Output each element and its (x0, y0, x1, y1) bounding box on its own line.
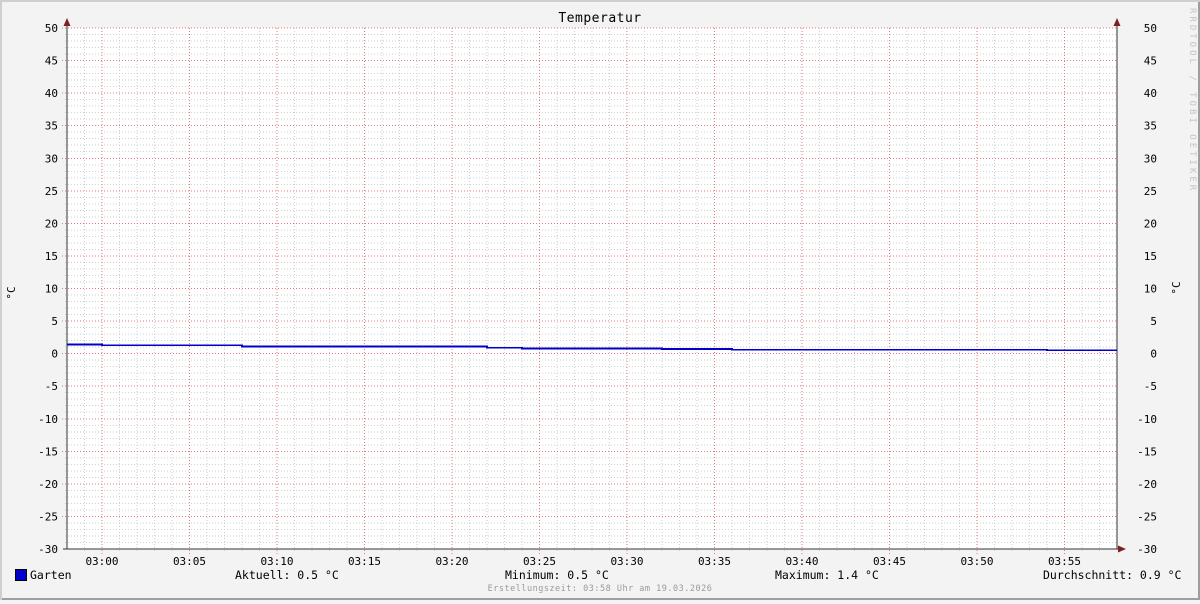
y-tick-label-left: 5 (51, 315, 58, 328)
x-tick-label: 03:15 (348, 555, 381, 568)
x-tick-label: 03:00 (85, 555, 118, 568)
x-tick-label: 03:20 (435, 555, 468, 568)
x-tick-label: 03:45 (873, 555, 906, 568)
y-axis-arrow-right (1113, 18, 1121, 26)
stat-maximum: Maximum: 1.4 °C (775, 568, 879, 582)
chart-title: Temperatur (558, 11, 642, 26)
y-tick-label-left: 25 (45, 185, 58, 198)
y-tick-label-left: 0 (51, 348, 58, 361)
y-tick-label-right: 15 (1144, 250, 1157, 263)
y-tick-label-right: -10 (1137, 413, 1157, 426)
y-tick-label-left: 20 (45, 217, 58, 230)
y-tick-label-left: 15 (45, 250, 58, 263)
stat-durchschnitt: Durchschnitt: 0.9 °C (1043, 568, 1182, 582)
x-axis-arrow (1118, 545, 1126, 553)
y-tick-label-right: -30 (1137, 543, 1157, 556)
stat-aktuell: Aktuell: 0.5 °C (235, 568, 339, 582)
y-tick-label-right: -25 (1137, 510, 1157, 523)
y-tick-label-right: 0 (1150, 348, 1157, 361)
y-tick-label-left: -10 (38, 413, 58, 426)
y-tick-label-right: 35 (1144, 120, 1157, 133)
x-tick-label: 03:25 (523, 555, 556, 568)
y-tick-label-right: 25 (1144, 185, 1157, 198)
stat-minimum: Minimum: 0.5 °C (505, 568, 609, 582)
y-tick-label-left: 35 (45, 120, 58, 133)
y-tick-label-right: 30 (1144, 152, 1157, 165)
x-tick-label: 03:55 (1048, 555, 1081, 568)
footer-creation-time: Erstellungszeit: 03:58 Uhr am 19.03.2026 (487, 584, 713, 594)
legend-swatch-garten (15, 569, 27, 581)
x-tick-label: 03:30 (610, 555, 643, 568)
y-axis-arrow-left (63, 18, 71, 26)
y-tick-label-right: 45 (1144, 55, 1157, 68)
y-tick-label-left: 50 (45, 22, 58, 35)
x-tick-label: 03:10 (260, 555, 293, 568)
x-tick-label: 03:40 (785, 555, 818, 568)
y-tick-label-left: -30 (38, 543, 58, 556)
legend-label-garten: Garten (30, 568, 72, 582)
x-tick-label: 03:35 (698, 555, 731, 568)
y-tick-label-left: 40 (45, 87, 58, 100)
axes (63, 22, 1119, 550)
rrdtool-watermark: RRDTOOL / TOBI OETIKER (1187, 8, 1197, 194)
y-tick-label-left: 10 (45, 283, 58, 296)
y-tick-label-left: -20 (38, 478, 58, 491)
y-tick-label-left: 45 (45, 55, 58, 68)
x-tick-label: 03:50 (960, 555, 993, 568)
y-tick-label-right: 5 (1150, 315, 1157, 328)
y-tick-label-right: 50 (1144, 22, 1157, 35)
y-tick-label-right: -20 (1137, 478, 1157, 491)
y-tick-label-right: 10 (1144, 283, 1157, 296)
y-tick-label-left: 30 (45, 152, 58, 165)
x-tick-label: 03:05 (173, 555, 206, 568)
y-tick-label-right: 20 (1144, 217, 1157, 230)
y-tick-label-right: -5 (1144, 380, 1157, 393)
y-tick-label-right: 40 (1144, 87, 1157, 100)
y-tick-label-left: -25 (38, 510, 58, 523)
minor-grid (65, 28, 1117, 551)
series-line-garten (67, 343, 1117, 352)
y-tick-label-right: -15 (1137, 445, 1157, 458)
y-tick-label-left: -5 (45, 380, 58, 393)
y-tick-label-left: -15 (38, 445, 58, 458)
